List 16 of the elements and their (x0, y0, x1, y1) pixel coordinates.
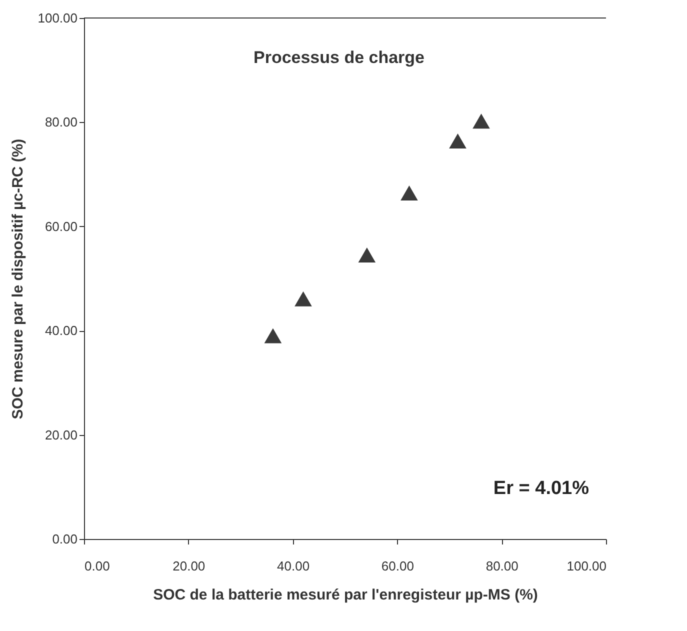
x-tick-label: 40.00 (277, 558, 310, 574)
y-tick-label: 40.00 (44, 323, 78, 338)
x-tick-label: 0.00 (84, 558, 110, 574)
y-axis-title: SOC mesure par le dispositif µc-RC (%) (10, 138, 27, 420)
text: Processus de charge (253, 48, 425, 67)
x-tick-label: 60.00 (381, 558, 414, 574)
y-tick-label: 80.00 (44, 114, 78, 130)
x-tick-label: 20.00 (172, 558, 206, 574)
y-tick-label: 20.00 (44, 427, 78, 442)
annotation: Er = 4.01% (493, 478, 590, 499)
x-axis-title: SOC de la batterie mesuré par l'enregisteur µp-MS (%) (153, 586, 538, 604)
x-tick-label: 100.00 (566, 558, 606, 574)
y-tick-label: 100.00 (38, 10, 78, 26)
y-tick-label: 60.00 (44, 218, 78, 234)
y-tick-label: 0.00 (52, 532, 78, 546)
x-tick-label: 80.00 (486, 558, 518, 574)
